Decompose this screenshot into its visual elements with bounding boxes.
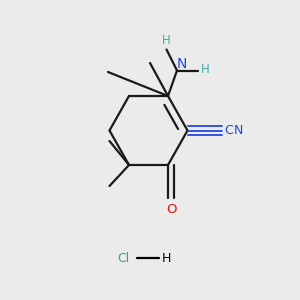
Text: N: N bbox=[233, 124, 243, 137]
Text: Cl: Cl bbox=[117, 251, 129, 265]
Text: H: H bbox=[161, 34, 170, 46]
Text: N: N bbox=[177, 57, 188, 71]
Text: H: H bbox=[200, 63, 209, 76]
Text: C: C bbox=[224, 124, 233, 137]
Text: O: O bbox=[166, 203, 176, 216]
Text: H: H bbox=[162, 251, 171, 265]
